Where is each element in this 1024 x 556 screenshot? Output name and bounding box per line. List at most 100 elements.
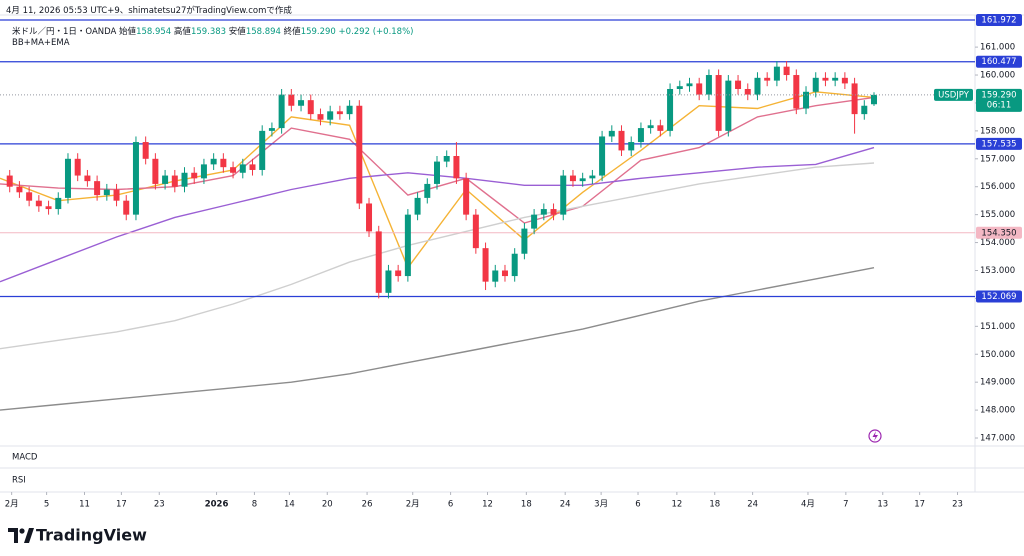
ohlc-label: 始値 — [119, 27, 137, 37]
candle-body — [6, 175, 13, 187]
candle-body — [501, 270, 508, 277]
x-tick-label: 18 — [521, 500, 532, 510]
x-tick-label: 11 — [79, 500, 90, 510]
candle-body — [434, 161, 441, 184]
candle-body — [783, 66, 790, 76]
candle-body — [861, 105, 868, 115]
candle-body — [385, 270, 392, 293]
candle-body — [327, 111, 334, 120]
candles — [6, 61, 878, 299]
candle-body — [366, 203, 373, 232]
candle-body — [667, 88, 674, 131]
level-tag — [976, 226, 1022, 239]
x-tick-label: 17 — [116, 500, 127, 510]
candle-body — [540, 209, 547, 215]
y-tick-label: 148.000 — [980, 406, 1015, 416]
candle-body — [210, 158, 217, 165]
candle-body — [181, 172, 188, 187]
candle-body — [16, 186, 23, 193]
x-tick-label: 24 — [747, 500, 758, 510]
candle-body — [686, 83, 693, 87]
candle-body — [871, 94, 878, 105]
indicator-line — [0, 162, 875, 350]
candle-body — [647, 125, 654, 129]
y-tick-label: 156.000 — [980, 182, 1015, 192]
candle-body — [472, 214, 479, 249]
x-tick-label: 18 — [709, 500, 720, 510]
candle-body — [414, 197, 421, 215]
candle-body — [482, 248, 489, 282]
candle-body — [754, 77, 761, 95]
candle-body — [307, 100, 314, 115]
candle-body — [74, 158, 81, 176]
x-tick-label: 12 — [482, 500, 493, 510]
candle-body — [395, 270, 402, 277]
level-label: 157.535 — [981, 139, 1016, 149]
x-tick-label: 23 — [154, 500, 165, 510]
y-tick-label: 150.000 — [980, 350, 1015, 360]
y-tick-label: 155.000 — [980, 210, 1015, 220]
candle-body — [608, 130, 615, 137]
candle-body — [424, 183, 431, 198]
level-tag — [976, 13, 1022, 26]
candle-body — [521, 228, 528, 254]
candle-body — [171, 175, 178, 187]
candle-body — [628, 142, 635, 151]
candle-body — [26, 192, 33, 201]
candle-body — [735, 80, 742, 89]
y-tick-label: 154.000 — [980, 238, 1015, 248]
caption: 4月 11, 2026 05:53 UTC+9、shimatetsu27がTra… — [6, 6, 292, 16]
candle-body — [278, 94, 285, 129]
alert-icon[interactable] — [868, 429, 882, 443]
candle-body — [637, 128, 644, 143]
y-tick-label: 160.000 — [980, 71, 1015, 81]
candle-body — [404, 214, 411, 277]
x-tick-label: 4月 — [801, 500, 815, 510]
candle-body — [346, 105, 353, 115]
candle-body — [773, 66, 780, 81]
candle-body — [832, 77, 839, 81]
candle-body — [55, 197, 62, 210]
change: +0.292 — [338, 27, 371, 37]
candle-body — [64, 158, 71, 198]
countdown: 06:11 — [987, 100, 1012, 110]
symbol-tag — [934, 88, 973, 101]
x-tick-label: 14 — [284, 500, 295, 510]
candle-body — [239, 164, 246, 173]
candle-body — [220, 158, 227, 168]
x-tick-label: 2月 — [5, 500, 19, 510]
ohlc-value: 158.954 — [136, 27, 172, 37]
candle-body — [191, 172, 198, 179]
candle-body — [249, 164, 256, 170]
candle-body — [589, 175, 596, 179]
level-tag — [976, 137, 1022, 150]
ohlc-value: 158.894 — [245, 27, 281, 37]
price-label: 159.290 — [981, 90, 1016, 100]
price-tag — [976, 88, 1022, 112]
brand-logo — [8, 528, 34, 543]
level-tag — [976, 290, 1022, 303]
x-tick-label: 5 — [44, 500, 49, 510]
level-label: 152.069 — [981, 292, 1016, 302]
level-label: 160.477 — [981, 57, 1016, 67]
y-tick-label: 153.000 — [980, 266, 1015, 276]
candle-body — [511, 253, 518, 277]
x-tick-label: 20 — [322, 500, 333, 510]
candle-body — [531, 214, 538, 229]
x-tick-label: 23 — [952, 500, 963, 510]
candle-body — [744, 88, 751, 95]
candle-body — [336, 111, 343, 115]
candle-body — [443, 156, 450, 162]
candle-body — [259, 130, 266, 170]
candle-body — [132, 142, 139, 215]
x-tick-label: 24 — [560, 500, 571, 510]
legend: 米ドル／円・1日・OANDA 始値158.954 高値159.383 安値158… — [12, 25, 413, 37]
candle-body — [298, 100, 305, 106]
x-tick-label: 2026 — [205, 500, 229, 510]
y-tick-label: 149.000 — [980, 378, 1015, 388]
x-tick-label: 12 — [671, 500, 682, 510]
pane-label: RSI — [12, 476, 26, 486]
level-label: 161.972 — [981, 15, 1016, 25]
y-tick-label: 147.000 — [980, 434, 1015, 444]
